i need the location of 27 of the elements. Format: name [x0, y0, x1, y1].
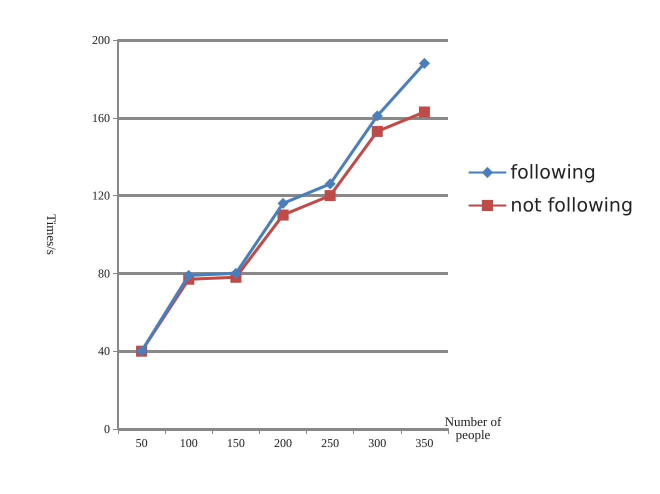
y-tick-label: 200 [92, 33, 110, 47]
x-tick-label: 350 [415, 436, 434, 450]
point [418, 106, 430, 118]
point [418, 58, 430, 69]
point [278, 198, 288, 209]
y-tick-label: 120 [92, 188, 110, 203]
point [372, 110, 383, 122]
x-axis-title: Number of people [444, 414, 502, 442]
x-tick-label: 250 [321, 436, 340, 450]
point [183, 270, 194, 281]
y-tick-label: 0 [104, 422, 110, 436]
x-tick-label: 200 [274, 436, 292, 450]
point [324, 178, 336, 190]
y-tick-label: 160 [92, 110, 110, 125]
x-tick-label: 50 [136, 436, 148, 450]
point [324, 190, 336, 202]
legend-label: following [510, 162, 596, 184]
y-axis-title: Times/s [44, 214, 59, 255]
legend-label: not following [510, 194, 634, 216]
x-tick-label: 300 [368, 436, 386, 450]
x-tick-label: 150 [226, 436, 245, 450]
point [230, 268, 242, 279]
point [278, 210, 288, 221]
y-tick-label: 80 [98, 266, 110, 280]
y-tick-label: 40 [98, 344, 110, 358]
point [372, 126, 383, 137]
x-tick-label: 100 [180, 436, 198, 450]
